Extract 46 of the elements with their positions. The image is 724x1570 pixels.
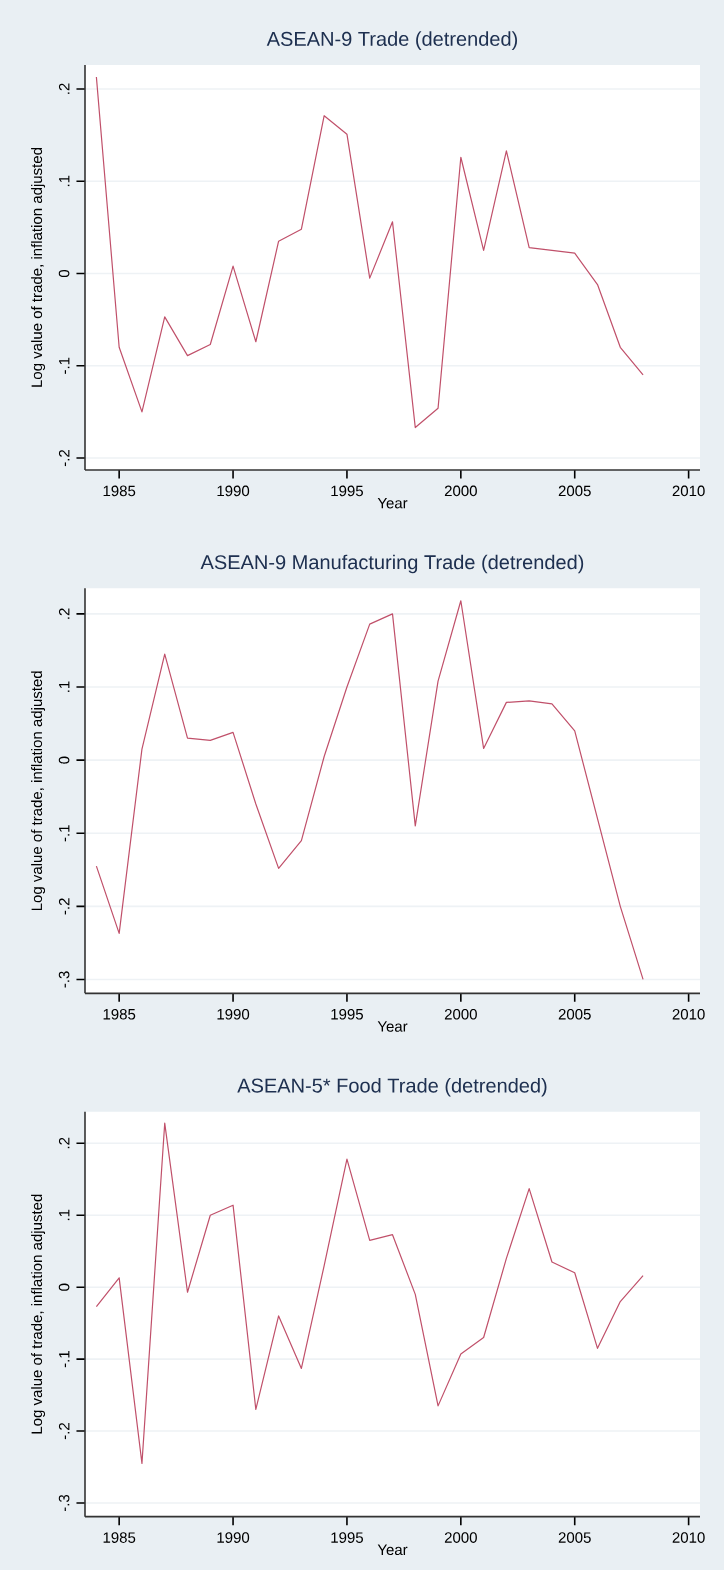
chart-title: ASEAN-5* Food Trade (detrended) <box>237 1077 547 1097</box>
x-tick-label: 2005 <box>558 1008 591 1020</box>
x-tick-label: 1990 <box>217 1532 250 1543</box>
x-tick-label: 1990 <box>217 1008 250 1020</box>
y-tick-label: -.2 <box>58 898 70 915</box>
y-axis-title: Log value of trade, inflation adjusted <box>31 148 46 387</box>
y-tick-label: .2 <box>58 1137 70 1149</box>
y-axis-title: Log value of trade, inflation adjusted <box>31 671 46 911</box>
x-tick-label: 1985 <box>103 485 136 497</box>
y-tick-label: .2 <box>58 608 70 619</box>
x-tick-label: 1995 <box>331 1008 363 1020</box>
y-tick-label: 0 <box>58 756 70 764</box>
x-tick-label: 1990 <box>217 485 250 497</box>
x-tick-label: 1985 <box>103 1008 136 1020</box>
y-tick-label: -.2 <box>58 1423 70 1440</box>
chart-title: ASEAN-9 Manufacturing Trade (detrended) <box>200 554 584 574</box>
x-tick-label: 2000 <box>444 1008 477 1020</box>
y-tick-label: 0 <box>58 1283 70 1291</box>
x-axis-title: Year <box>377 1021 408 1032</box>
y-tick-label: -.2 <box>58 450 70 467</box>
x-tick-label: 1995 <box>331 485 363 497</box>
x-axis-title: Year <box>377 497 408 509</box>
x-tick-label: 2010 <box>672 485 705 497</box>
x-axis-title: Year <box>377 1544 408 1556</box>
x-tick-label: 2010 <box>672 1008 705 1020</box>
line-series <box>95 76 644 429</box>
y-tick-label: -.3 <box>58 1494 70 1512</box>
x-tick-label: 2005 <box>558 485 591 497</box>
y-tick-label: 0 <box>58 269 70 278</box>
y-tick-label: .1 <box>59 175 70 187</box>
x-tick-label: 2005 <box>558 1532 591 1543</box>
x-tick-label: 2010 <box>672 1532 705 1543</box>
line-series <box>95 1122 644 1465</box>
chart-title: ASEAN-9 Trade (detrended) <box>266 31 518 50</box>
y-tick-label: .1 <box>59 1209 70 1221</box>
y-tick-label: -.1 <box>59 1351 70 1368</box>
y-tick-label: -.1 <box>59 357 70 374</box>
y-tick-label: -.3 <box>58 971 70 988</box>
y-tick-label: .1 <box>59 681 70 692</box>
y-axis-title: Log value of trade, inflation adjusted <box>31 1194 46 1434</box>
x-tick-label: 1985 <box>103 1532 136 1543</box>
y-tick-label: .2 <box>58 83 70 94</box>
x-tick-label: 2000 <box>444 485 477 497</box>
y-tick-label: -.1 <box>59 825 70 842</box>
x-tick-label: 2000 <box>444 1532 477 1543</box>
x-tick-label: 1995 <box>331 1532 363 1543</box>
